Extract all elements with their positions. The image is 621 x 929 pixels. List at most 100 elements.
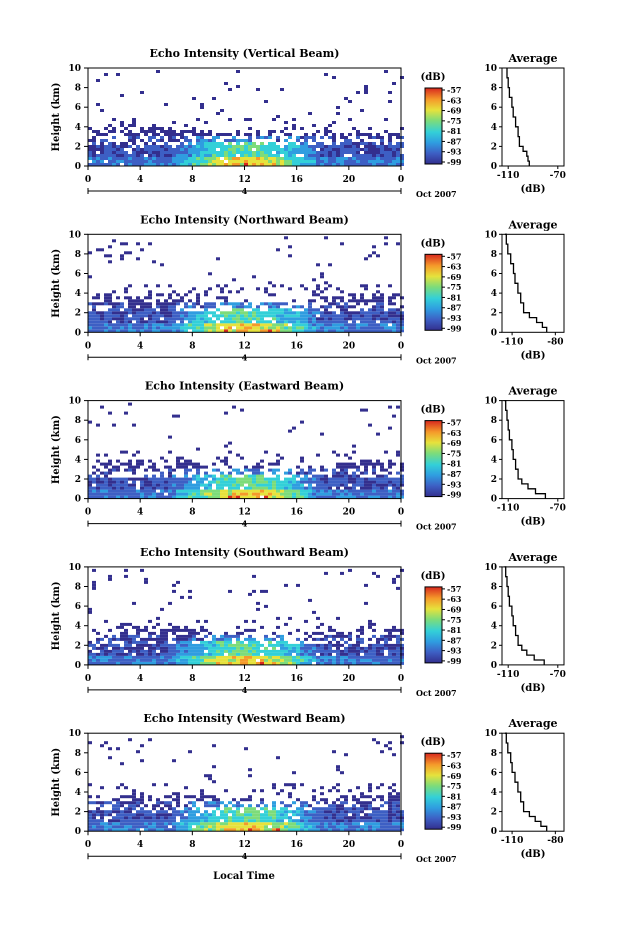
heatmap-cell	[392, 157, 396, 160]
heatmap-cell	[400, 828, 404, 832]
heatmap-cell	[308, 816, 312, 820]
heatmap-cell	[272, 145, 276, 148]
heatmap-cell	[228, 828, 232, 832]
heatmap-cell	[228, 646, 232, 650]
heatmap-cell	[316, 154, 320, 157]
heatmap-cell	[208, 483, 212, 487]
heatmap-cell	[188, 646, 192, 650]
heatmap-cell	[172, 314, 176, 318]
heatmap-cell	[108, 320, 112, 324]
heatmap-cell	[232, 825, 236, 829]
heatmap-cell	[284, 643, 288, 647]
heatmap-cell	[380, 816, 384, 820]
heatmap-cell	[356, 798, 360, 802]
heatmap-cell	[200, 492, 204, 496]
heatmap-cell	[120, 489, 124, 493]
heatmap-cell	[256, 148, 260, 151]
heatmap-cell	[204, 145, 208, 148]
heatmap-cell	[340, 631, 344, 635]
average-y-tick-label: 0	[491, 661, 497, 671]
heatmap-cell	[376, 649, 380, 653]
heatmap-cell	[168, 807, 172, 811]
heatmap-cell	[236, 649, 240, 653]
heatmap-cell	[388, 284, 392, 288]
heatmap-cell	[172, 130, 176, 133]
heatmap-cell	[376, 786, 380, 790]
heatmap-cell	[172, 486, 176, 490]
heatmap-cell	[248, 133, 252, 136]
heatmap-cell	[88, 658, 92, 662]
heatmap-cell	[164, 133, 168, 136]
heatmap-cell	[204, 160, 208, 163]
heatmap-cell	[128, 825, 132, 829]
heatmap-cell	[108, 574, 112, 578]
heatmap-cell	[380, 323, 384, 327]
heatmap-cell	[140, 492, 144, 496]
heatmap-cell	[244, 822, 248, 826]
heatmap-cell	[120, 154, 124, 157]
heatmap-cell	[240, 640, 244, 644]
heatmap-cell	[272, 483, 276, 487]
heatmap-cell	[196, 299, 200, 303]
heatmap-cell	[364, 813, 368, 817]
heatmap-cell	[360, 816, 364, 820]
heatmap-cell	[332, 323, 336, 327]
heatmap-cell	[160, 314, 164, 318]
heatmap-cell	[92, 163, 96, 166]
heatmap-cell	[252, 789, 256, 793]
heatmap-cell	[284, 486, 288, 490]
heatmap-cell	[100, 819, 104, 823]
heatmap-cell	[300, 329, 304, 333]
heatmap-cell	[396, 311, 400, 315]
heatmap-cell	[372, 305, 376, 309]
heatmap-cell	[212, 649, 216, 653]
heatmap-cell	[400, 76, 404, 79]
heatmap-cell	[172, 477, 176, 481]
heatmap-cell	[120, 655, 124, 659]
heatmap-cell	[340, 299, 344, 303]
heatmap-cell	[168, 628, 172, 632]
colorbar	[424, 752, 443, 830]
heatmap-cell	[116, 151, 120, 154]
heatmap-cell	[260, 151, 264, 154]
heatmap-cell	[132, 661, 136, 665]
heatmap-cell	[192, 160, 196, 163]
heatmap-cell	[164, 658, 168, 662]
heatmap-cell	[332, 828, 336, 832]
heatmap-cell	[156, 828, 160, 832]
heatmap-cell	[156, 293, 160, 297]
heatmap-cell	[284, 489, 288, 493]
heatmap-cell	[132, 118, 136, 121]
heatmap-cell	[360, 640, 364, 644]
heatmap-cell	[348, 100, 352, 103]
heatmap-cell	[200, 819, 204, 823]
heatmap-cell	[400, 142, 404, 145]
heatmap-cell	[88, 317, 92, 321]
heatmap-cell	[112, 305, 116, 309]
heatmap-cell	[164, 154, 168, 157]
y-tick-label: 8	[75, 84, 81, 94]
heatmap-cell	[324, 798, 328, 802]
heatmap-cell	[396, 492, 400, 496]
heatmap-cell	[300, 658, 304, 662]
heatmap-cell	[280, 311, 284, 315]
heatmap-cell	[352, 311, 356, 315]
heatmap-cell	[340, 816, 344, 820]
heatmap-cell	[272, 308, 276, 312]
heatmap-cell	[152, 154, 156, 157]
heatmap-cell	[300, 489, 304, 493]
heatmap-cell	[184, 483, 188, 487]
heatmap-cell	[100, 163, 104, 166]
heatmap-cell	[224, 658, 228, 662]
heatmap-cell	[236, 323, 240, 327]
heatmap-cell	[340, 819, 344, 823]
heatmap-cell	[296, 819, 300, 823]
heatmap-cell	[400, 326, 404, 330]
heatmap-cell	[364, 495, 368, 499]
heatmap-cell	[336, 296, 340, 300]
heatmap-cell	[252, 628, 256, 632]
heatmap-cell	[372, 311, 376, 315]
heatmap-cell	[396, 792, 400, 796]
heatmap-cell	[388, 139, 392, 142]
heatmap-cell	[368, 142, 372, 145]
